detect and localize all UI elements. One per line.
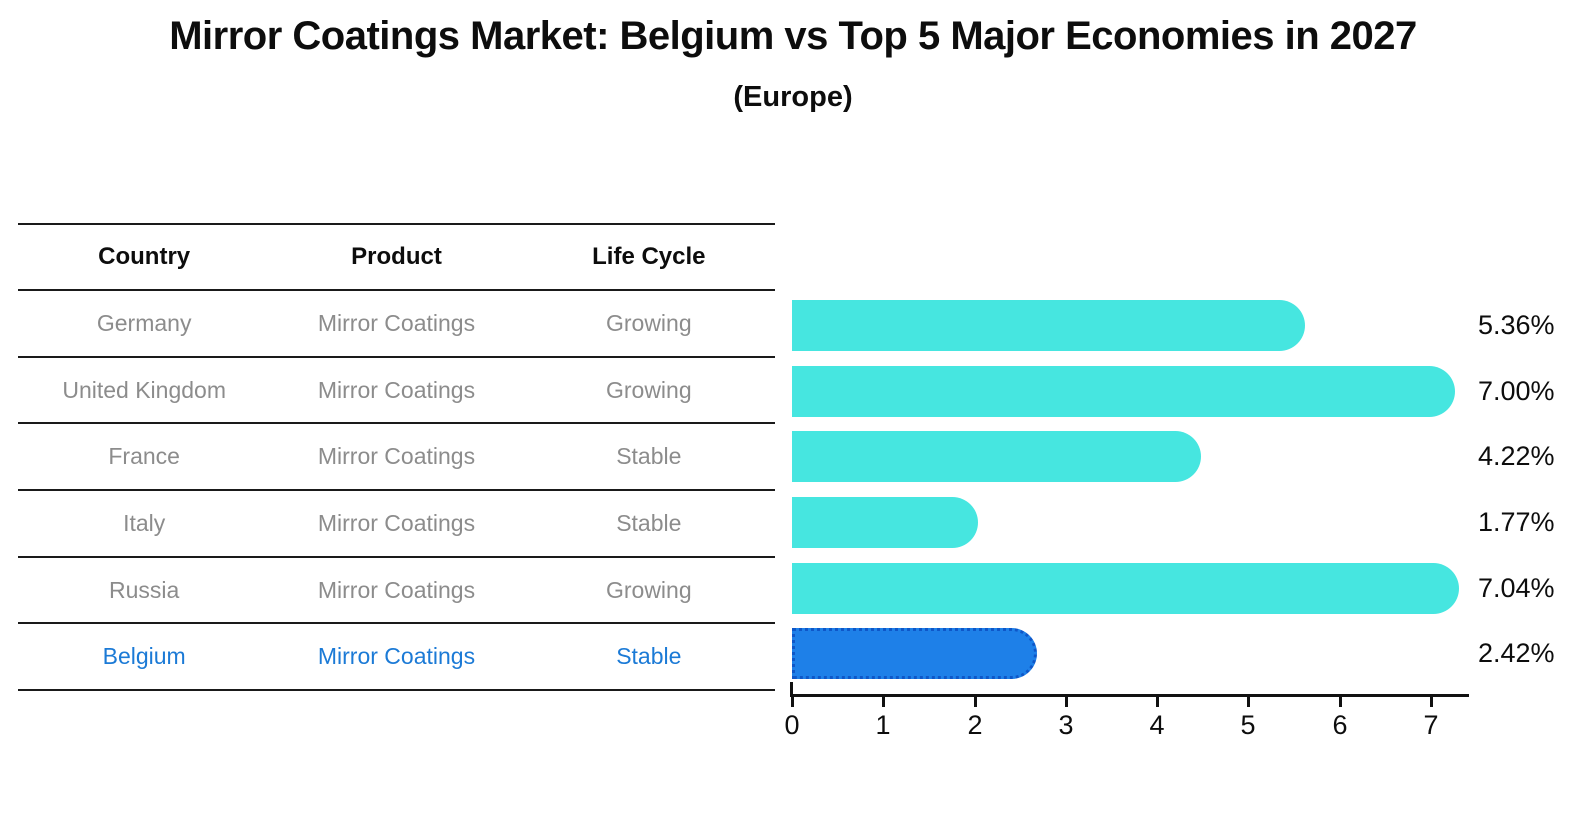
x-tick-label: 3	[1058, 710, 1074, 740]
header-life-cycle: Life Cycle	[592, 243, 706, 270]
cell-country: France	[108, 443, 180, 470]
x-tick-label: 0	[784, 710, 800, 740]
header-country: Country	[98, 243, 191, 270]
table-row-belgium: Belgium Mirror Coatings Stable	[18, 624, 775, 692]
bar-united-kingdom	[792, 366, 1456, 417]
x-axis-tick	[1156, 696, 1159, 707]
x-axis-line	[790, 694, 1469, 697]
cell-country: Belgium	[102, 643, 186, 670]
cell-life-cycle: Stable	[616, 443, 682, 470]
bar-russia	[792, 563, 1459, 614]
table-row-russia: Russia Mirror Coatings Growing	[18, 558, 775, 625]
bar-france	[792, 431, 1202, 482]
table-header-row: Country Product Life Cycle	[18, 225, 775, 291]
x-tick-label: 2	[967, 710, 983, 740]
value-label-italy: 1.77%	[1478, 507, 1555, 537]
cell-product: Mirror Coatings	[317, 309, 476, 336]
value-label-belgium: 2.42%	[1478, 638, 1555, 668]
value-label-germany: 5.36%	[1478, 310, 1555, 340]
x-axis-tick	[974, 696, 977, 707]
table-row-germany: Germany Mirror Coatings Growing	[18, 291, 775, 358]
x-tick-label: 6	[1332, 710, 1348, 740]
x-axis-tick	[1247, 696, 1250, 707]
x-tick-label: 4	[1149, 710, 1165, 740]
cell-life-cycle: Growing	[605, 376, 692, 403]
x-axis-tick	[882, 696, 885, 707]
cell-country: Germany	[96, 309, 192, 336]
x-axis-tick	[1339, 696, 1342, 707]
bar-italy	[792, 497, 978, 548]
x-axis-tick	[1430, 696, 1433, 707]
x-axis-left-end	[790, 682, 793, 695]
value-label-france: 4.22%	[1478, 441, 1555, 471]
cell-life-cycle: Growing	[605, 576, 692, 603]
table-row-italy: Italy Mirror Coatings Stable	[18, 491, 775, 558]
cell-country: United Kingdom	[62, 376, 226, 403]
bar-germany	[792, 300, 1306, 351]
cell-life-cycle: Stable	[616, 643, 682, 670]
cell-product: Mirror Coatings	[317, 643, 476, 670]
chart-title: Mirror Coatings Market: Belgium vs Top 5…	[169, 14, 1417, 58]
cell-product: Mirror Coatings	[317, 376, 476, 403]
x-tick-label: 1	[875, 710, 891, 740]
cell-product: Mirror Coatings	[317, 509, 476, 536]
cell-country: Italy	[123, 509, 166, 536]
table-row-united-kingdom: United Kingdom Mirror Coatings Growing	[18, 358, 775, 425]
x-axis-tick	[791, 696, 794, 707]
table-row-france: France Mirror Coatings Stable	[18, 424, 775, 492]
summary-table: Country Product Life Cycle Germany Mirro…	[18, 223, 775, 692]
bar-belgium-highlight	[792, 628, 1037, 679]
cell-product: Mirror Coatings	[317, 576, 476, 603]
x-axis-tick	[1065, 696, 1068, 707]
x-tick-label: 7	[1423, 710, 1439, 740]
chart-subtitle: (Europe)	[733, 81, 853, 113]
cell-life-cycle: Growing	[605, 309, 692, 336]
header-product: Product	[351, 243, 442, 270]
cell-country: Russia	[109, 576, 180, 603]
x-tick-label: 5	[1240, 710, 1256, 740]
cell-life-cycle: Stable	[616, 509, 682, 536]
value-label-united-kingdom: 7.00%	[1478, 376, 1555, 406]
cell-product: Mirror Coatings	[317, 443, 476, 470]
value-label-russia: 7.04%	[1478, 573, 1555, 603]
